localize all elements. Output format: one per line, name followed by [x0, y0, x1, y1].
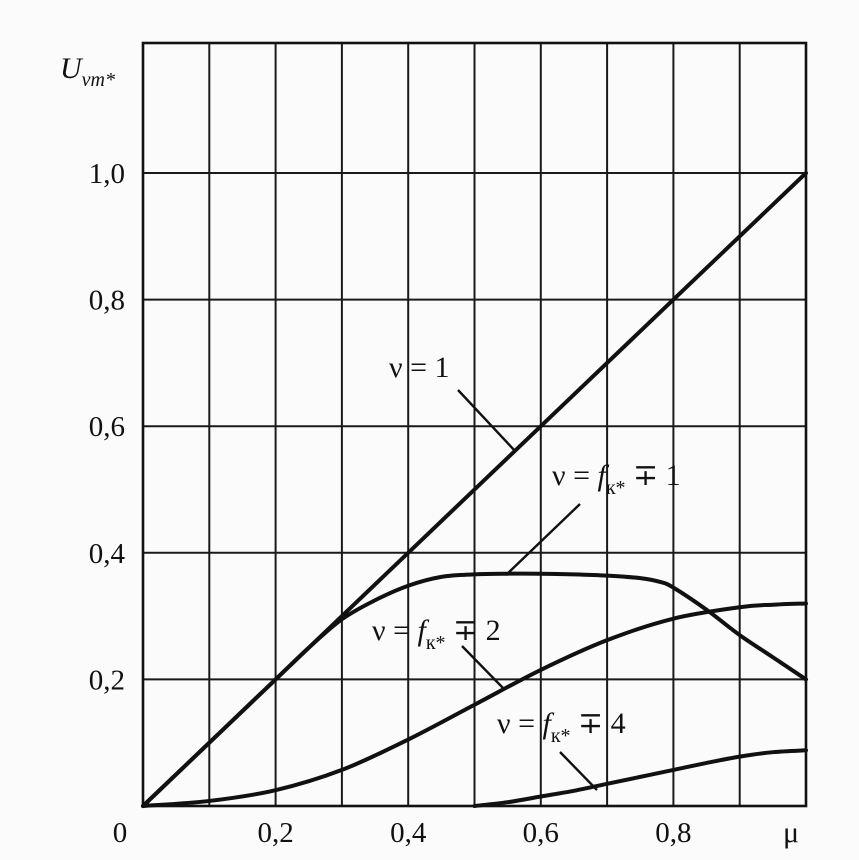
- annotation-leader: [461, 645, 504, 689]
- tick-labels: 0 0,2 0,4 0,6 0,8 0,2 0,4 0,6 0,8 1,0: [89, 158, 692, 849]
- annotation-leader: [457, 389, 517, 453]
- x-tick-label: 0: [113, 817, 128, 849]
- y-axis-title: Uνm*: [60, 52, 115, 91]
- series-annotations: ν = 1 ν = fк* ∓ 1 ν = fк* ∓ 2 ν = fк* ∓ 4: [372, 351, 681, 747]
- series-annotation-2: ν = fк* ∓ 1: [552, 459, 681, 499]
- grid-lines: [143, 43, 806, 806]
- x-tick-label: 0,6: [523, 817, 559, 849]
- series-line-2: [141, 571, 808, 808]
- y-tick-label: 0,2: [89, 664, 125, 696]
- x-tick-label: 0,2: [257, 817, 293, 849]
- annotation-leader: [559, 751, 598, 791]
- series-annotation-4: ν = fк* ∓ 4: [497, 707, 626, 747]
- x-axis-title: μ: [783, 816, 799, 849]
- y-tick-label: 0,6: [89, 411, 125, 443]
- annotation-leader: [505, 503, 581, 576]
- series-annotation-3: ν = fк* ∓ 2: [372, 614, 501, 654]
- series-lines: [141, 171, 808, 808]
- y-tick-label: 0,8: [89, 285, 125, 317]
- series-line-4: [472, 748, 808, 808]
- annotation-leaders: [457, 389, 598, 791]
- series-annotation-1: ν = 1: [389, 351, 449, 384]
- y-tick-label: 0,4: [89, 538, 126, 570]
- x-tick-label: 0,4: [390, 817, 427, 849]
- x-tick-label: 0,8: [655, 817, 691, 849]
- y-tick-label: 1,0: [89, 158, 125, 190]
- series-line-3: [141, 601, 808, 808]
